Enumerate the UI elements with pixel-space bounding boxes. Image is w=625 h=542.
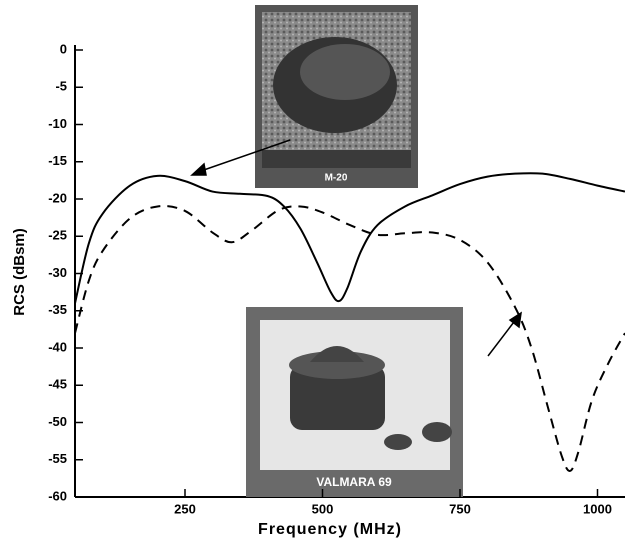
y-tick-label: -10: [48, 116, 67, 131]
y-tick-label: -60: [48, 488, 67, 503]
line-series: [75, 172, 625, 304]
x-tick-label: 750: [449, 501, 471, 516]
y-tick-label: -35: [48, 302, 67, 317]
inset-label: M-20: [325, 173, 348, 184]
y-tick-label: -15: [48, 153, 67, 168]
inset-photo: M-20: [255, 5, 418, 188]
y-tick-label: -45: [48, 377, 67, 392]
y-tick-label: 0: [60, 41, 67, 56]
arrows: [190, 139, 522, 357]
x-tick-label: 250: [174, 501, 196, 516]
line-series: [75, 205, 625, 472]
y-tick-label: -50: [48, 414, 67, 429]
x-axis-title: Frequency (MHz): [258, 521, 402, 538]
y-tick-label: -5: [55, 79, 67, 94]
inset-photo: VALMARA 69: [246, 307, 463, 497]
plot-area: [75, 172, 625, 472]
x-tick-label: 500: [312, 501, 334, 516]
y-tick-label: -25: [48, 228, 67, 243]
inset-label: VALMARA 69: [316, 475, 392, 489]
x-tick-label: 1000: [583, 501, 612, 516]
y-tick-label: -20: [48, 190, 67, 205]
y-axis-title: RCS (dBsm): [11, 228, 28, 316]
y-tick-label: -55: [48, 451, 67, 466]
y-tick-label: -30: [48, 265, 67, 280]
y-tick-label: -40: [48, 339, 67, 354]
